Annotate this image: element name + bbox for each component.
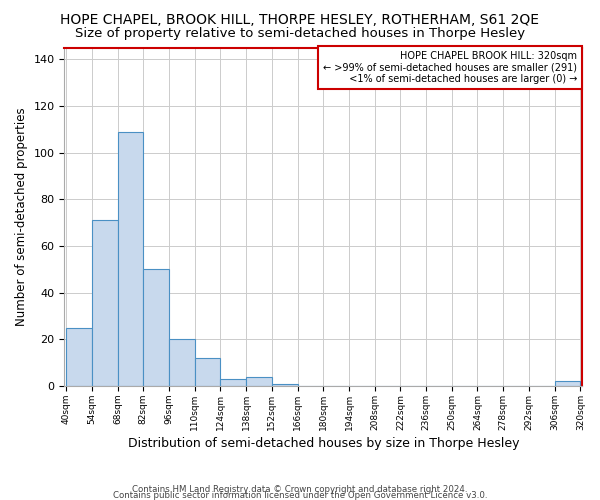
- Text: Size of property relative to semi-detached houses in Thorpe Hesley: Size of property relative to semi-detach…: [75, 28, 525, 40]
- Text: Contains public sector information licensed under the Open Government Licence v3: Contains public sector information licen…: [113, 490, 487, 500]
- X-axis label: Distribution of semi-detached houses by size in Thorpe Hesley: Distribution of semi-detached houses by …: [128, 437, 519, 450]
- Bar: [118, 132, 143, 386]
- Bar: [92, 220, 118, 386]
- Text: HOPE CHAPEL BROOK HILL: 320sqm
← >99% of semi-detached houses are smaller (291)
: HOPE CHAPEL BROOK HILL: 320sqm ← >99% of…: [323, 51, 577, 84]
- Y-axis label: Number of semi-detached properties: Number of semi-detached properties: [15, 108, 28, 326]
- Text: Contains HM Land Registry data © Crown copyright and database right 2024.: Contains HM Land Registry data © Crown c…: [132, 484, 468, 494]
- Text: HOPE CHAPEL, BROOK HILL, THORPE HESLEY, ROTHERHAM, S61 2QE: HOPE CHAPEL, BROOK HILL, THORPE HESLEY, …: [61, 12, 539, 26]
- Bar: [220, 379, 246, 386]
- Bar: [143, 270, 169, 386]
- Bar: [195, 358, 220, 386]
- Bar: [272, 384, 298, 386]
- Bar: [169, 340, 195, 386]
- Bar: [246, 376, 272, 386]
- Bar: [554, 382, 580, 386]
- Bar: [66, 328, 92, 386]
